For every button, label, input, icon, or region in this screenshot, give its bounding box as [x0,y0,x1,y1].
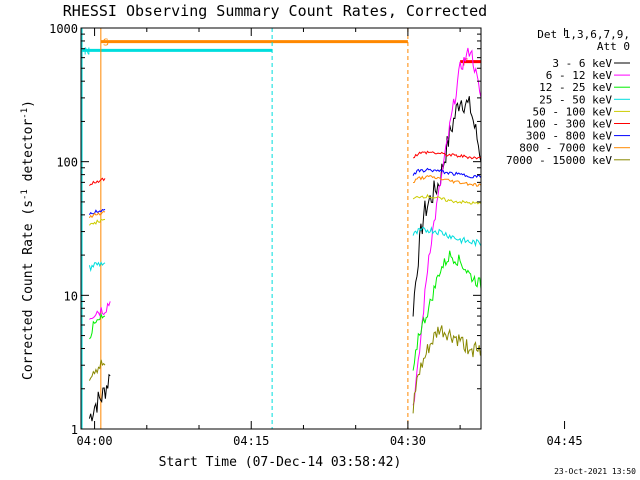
y-axis-label-sup-2: -1 [20,108,30,119]
y-axis-label-part-2: detector [21,119,36,190]
y-tick-label-10: 10 [64,289,78,303]
plot-frame [80,27,482,430]
timestamp: 23-Oct-2021 13:50 [554,467,636,476]
series-pre-gap-6-12-kev [89,301,111,320]
legend-label-300-800-kev: 300 - 800 keV [526,130,612,143]
series-pre-gap-800-7000-kev [88,210,106,219]
y-axis-label-part-3: ) [21,100,36,108]
plot-area: SNF04:0004:1504:3004:4505:0005:1505:3011… [49,22,583,448]
legend-label-800-7000-kev: 800 - 7000 keV [519,142,612,155]
state-label-N: N [84,46,90,57]
series-pre-gap-100-300-kev [89,177,106,187]
series-pre-gap-25-50-kev [88,261,106,273]
y-axis-label-sup-1: -1 [20,189,30,200]
state-label-F: F [462,58,468,69]
legend-label-3-6-kev: 3 - 6 keV [552,57,612,70]
series-pre-gap-7000-15000-kev [88,359,106,381]
y-tick-label-1000: 1000 [49,22,78,36]
plot-clip-group: S N F [81,28,481,429]
legend-label-25-50-kev: 25 - 50 keV [539,93,612,106]
x-tick-label-30: 04:30 [390,434,426,448]
series-pre-gap-3-6-kev [88,373,111,422]
legend-header-2: Att 0 [597,40,630,53]
x-tick-label-45: 04:45 [546,434,582,448]
x-tick-label-0: 04:00 [77,434,113,448]
y-tick-label-100: 100 [56,156,78,170]
y-axis-label: Corrected Count Rate (s-1 detector-1) [20,100,36,380]
legend-label-50-100-kev: 50 - 100 keV [533,105,613,118]
x-tick-label-15: 04:15 [233,434,269,448]
chart-title: RHESSI Observing Summary Count Rates, Co… [63,2,487,20]
series-pre-gap-50-100-kev [89,218,106,226]
y-axis-label-text: Corrected Count Rate (s-1 detector-1) [20,100,36,380]
legend-label-100-300-kev: 100 - 300 keV [526,118,612,131]
state-label-S: S [103,38,109,49]
legend-label-6-12-kev: 6 - 12 keV [546,69,613,82]
series-pre-gap-300-800-kev [88,208,106,215]
legend-label-12-25-kev: 12 - 25 keV [539,81,612,94]
series-pre-gap-12-25-kev [89,312,106,340]
y-tick-label-1: 1 [71,423,78,437]
x-axis-label: Start Time (07-Dec-14 03:58:42) [159,455,402,470]
legend-header-1: Det 1,3,6,7,9, [537,28,630,41]
legend-label-7000-15000-kev: 7000 - 15000 keV [506,154,612,167]
y-axis-label-part-1: Corrected Count Rate (s [21,200,36,380]
